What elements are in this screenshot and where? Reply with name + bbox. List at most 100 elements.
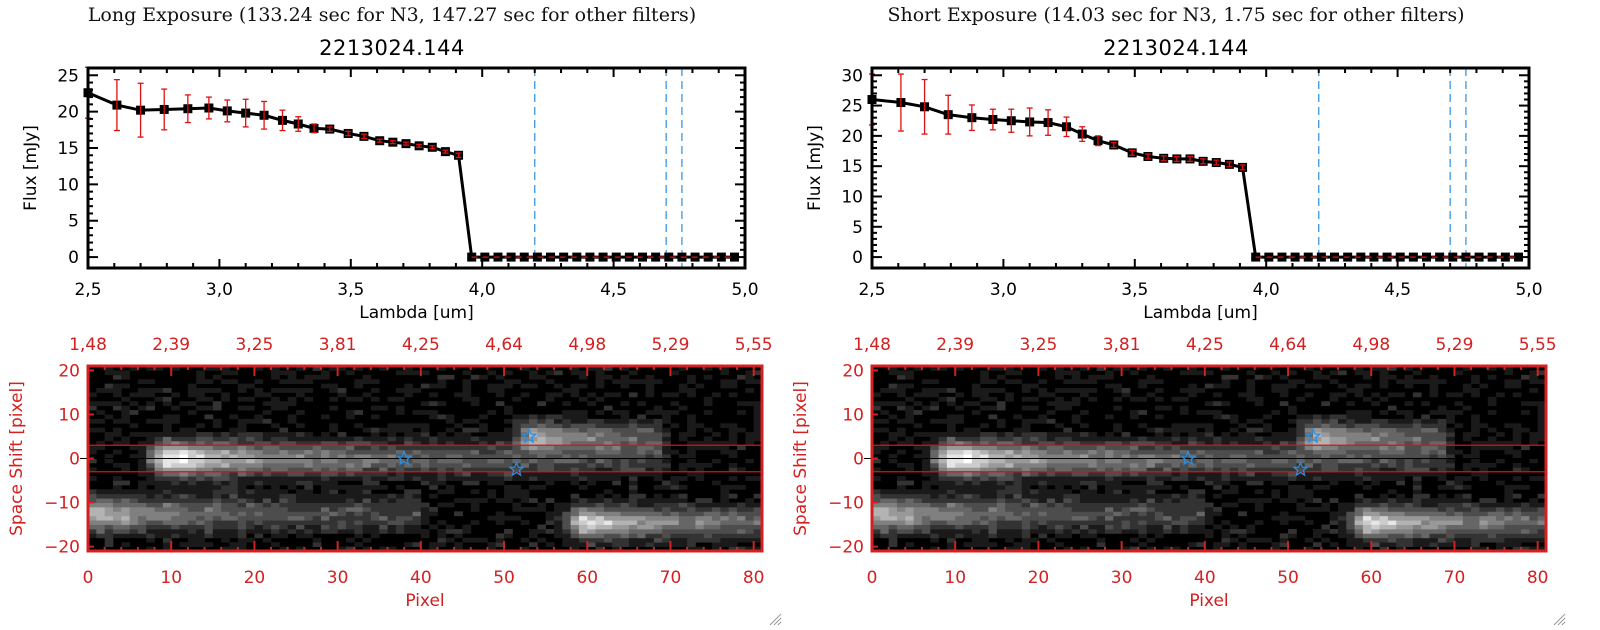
image-pixel [512,440,522,446]
image-pixel [1288,427,1297,433]
image-pixel [337,462,347,468]
image-pixel [1471,502,1480,508]
image-pixel [362,528,372,534]
image-pixel [129,410,139,415]
image-pixel [1429,471,1439,477]
resize-grip-icon[interactable] [768,612,782,626]
image-pixel [162,480,172,486]
image-pixel [129,524,139,530]
image-pixel [728,515,738,521]
image-pixel [612,502,621,508]
image-pixel [1354,480,1364,486]
image-pixel [1496,537,1505,543]
image-pixel [271,515,280,521]
image-pixel [1504,489,1514,495]
image-pixel [620,542,630,547]
image-pixel [1121,445,1131,451]
image-pixel [179,498,189,503]
image-pixel [279,427,289,433]
image-pixel [1346,410,1356,415]
image-pixel [1271,471,1281,477]
image-pixel [279,454,289,459]
image-pixel [229,449,239,455]
image-pixel [1329,392,1339,398]
image-pixel [279,401,289,407]
image-pixel [262,498,272,503]
image-pixel [645,458,655,464]
image-pixel [1121,515,1131,521]
image-pixel [587,542,596,547]
image-pixel [196,524,205,530]
image-pixel [1146,440,1156,446]
image-pixel [896,401,906,407]
image-pixel [495,515,505,521]
image-pixel [1146,524,1156,530]
image-pixel [296,511,305,517]
image-pixel [1271,383,1281,389]
image-pixel [662,524,671,530]
image-pixel [96,493,106,499]
image-pixel [687,528,696,534]
x-tick-label: 20 [244,568,266,588]
image-pixel [1279,533,1289,539]
image-pixel [412,524,422,530]
image-pixel [996,462,1006,468]
image-pixel [112,449,122,455]
image-pixel [1113,427,1123,433]
image-pixel [112,383,122,389]
image-pixel [1487,427,1497,433]
image-pixel [988,396,998,402]
image-pixel [1154,405,1164,411]
image-pixel [1005,506,1014,512]
image-pixel [545,440,555,446]
image-pixel [296,432,305,437]
image-pixel [88,405,97,411]
image-pixel [1421,432,1430,437]
image-pixel [653,537,663,543]
data-point [1290,252,1300,262]
image-pixel [921,445,931,451]
image-pixel [1038,493,1048,499]
image-pixel [737,524,746,530]
image-pixel [1263,440,1272,446]
image-pixel [121,436,131,442]
image-pixel [104,370,114,376]
image-pixel [1437,498,1447,503]
image-pixel [271,432,280,437]
image-pixel [404,498,413,503]
image-pixel [187,436,197,442]
image-pixel [395,449,405,455]
image-pixel [955,440,964,446]
image-pixel [553,506,563,512]
image-pixel [221,493,230,499]
image-pixel [345,396,355,402]
image-pixel [229,471,239,477]
image-pixel [345,511,355,517]
x-tick-label: 10 [944,568,966,588]
image-pixel [1030,432,1039,437]
image-pixel [1412,418,1422,424]
image-pixel [653,533,663,539]
image-pixel [1337,449,1347,455]
image-pixel [595,418,605,424]
image-pixel [537,423,547,429]
image-pixel [703,502,713,508]
image-pixel [312,515,322,521]
image-pixel [628,440,638,446]
image-pixel [204,480,214,486]
image-pixel [337,498,347,503]
image-pixel [187,480,197,486]
data-point [1513,252,1523,262]
image-pixel [171,467,180,473]
top-x-tick-label: 2,39 [936,335,974,355]
image-pixel [1387,436,1397,442]
image-pixel [1271,515,1281,521]
image-pixel [1071,458,1081,464]
image-pixel [487,436,497,442]
image-pixel [395,405,405,411]
image-pixel [487,458,497,464]
image-pixel [229,462,239,468]
image-pixel [720,370,730,376]
image-pixel [720,524,730,530]
image-pixel [221,467,230,473]
